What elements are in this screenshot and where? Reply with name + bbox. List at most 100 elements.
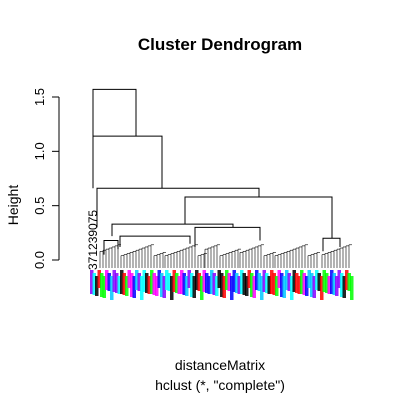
- leaf-label-mark: [347, 273, 351, 291]
- leaf-label-mark: [240, 270, 244, 294]
- leaf-label-mark: [312, 276, 316, 298]
- dendrogram-link: [96, 187, 260, 228]
- leaf-label-mark: [182, 273, 186, 295]
- leaf-label-mark: [175, 273, 179, 293]
- leaf-label-mark: [317, 273, 321, 291]
- leaf-label-mark: [332, 273, 336, 295]
- leaf-label-mark: [187, 270, 191, 288]
- leaf-label-mark: [222, 276, 226, 298]
- leaf-label-mark: [107, 273, 111, 291]
- leaf-label-mark: [285, 270, 289, 290]
- leaf-label-mark: [315, 270, 319, 290]
- leaf-label-mark: [157, 270, 161, 288]
- leaf-label-mark: [330, 270, 334, 294]
- leaf-label-mark: [337, 270, 341, 288]
- leaf-label-mark: [242, 273, 246, 295]
- leaf-label-mark: [270, 270, 274, 294]
- leaf-label-mark: [287, 273, 291, 291]
- leaf-label-mark: [252, 276, 256, 298]
- leaf-label-mark: [265, 273, 269, 293]
- leaf-label-mark: [167, 273, 171, 291]
- leaf-label-mark: [140, 276, 144, 300]
- leaf-label-mark: [302, 273, 306, 295]
- leaf-label-mark: [132, 276, 136, 298]
- leaf-label-mark: [142, 270, 146, 292]
- leaf-label-mark: [310, 273, 314, 297]
- leaf-label-mark: [212, 273, 216, 295]
- y-tick-label: 1.5: [32, 88, 47, 106]
- leaf-label-mark: [135, 270, 139, 290]
- leaf-label-mark: [225, 270, 229, 290]
- y-tick-label: 0.5: [32, 197, 47, 215]
- leaf-label-mark: [322, 270, 326, 292]
- leaf-label-mark: [307, 270, 311, 288]
- leaf-labels: [90, 270, 354, 300]
- y-axis-label: Height: [5, 185, 21, 226]
- dendrogram-tree: [92, 88, 352, 268]
- leaf-label-mark: [237, 276, 241, 294]
- leaf-label-mark: [290, 276, 294, 300]
- leaf-label-mark: [232, 270, 236, 292]
- chart-title: Cluster Dendrogram: [138, 35, 302, 54]
- leaf-label-mark: [272, 273, 276, 295]
- leaf-label-mark: [150, 270, 154, 294]
- leaf-label-mark: [117, 276, 121, 294]
- leaf-label-mark: [192, 276, 196, 298]
- leaf-label-mark: [110, 276, 114, 300]
- leaf-label-mark: [207, 276, 211, 294]
- leaf-label-mark: [90, 270, 94, 294]
- dendrogram-link: [92, 88, 137, 137]
- leaf-label-mark: [112, 270, 116, 292]
- leaf-label-mark: [105, 270, 109, 290]
- leaf-label-mark: [160, 273, 164, 297]
- leaf-label-mark: [345, 270, 349, 290]
- leaf-label-mark: [162, 276, 166, 298]
- leaf-label-mark: [220, 273, 224, 297]
- leaf-label-mark: [190, 273, 194, 297]
- leaf-label-mark: [95, 276, 99, 296]
- y-tick-label: 0.0: [32, 251, 47, 269]
- leaf-label-mark: [127, 270, 131, 288]
- leaf-label-mark: [247, 270, 251, 288]
- leaf-label-mark: [202, 270, 206, 292]
- leaf-label-mark: [172, 270, 176, 292]
- leaf-label-mark: [130, 273, 134, 297]
- leaf-label-mark: [300, 270, 304, 294]
- leaf-label-mark: [155, 276, 159, 296]
- leaf-label-mark: [185, 276, 189, 296]
- leaf-label-mark: [197, 273, 201, 291]
- leaf-label-mark: [250, 273, 254, 297]
- leaf-label-mark: [210, 270, 214, 294]
- leaf-label-mark: [177, 276, 181, 294]
- leaf-label-mark: [195, 270, 199, 290]
- leaf-label-mark: [125, 276, 129, 296]
- dendrogram-link: [184, 196, 333, 239]
- leaf-label-mark: [122, 273, 126, 295]
- leaf-label-mark: [152, 273, 156, 295]
- leaf-label-mark: [115, 273, 119, 293]
- leaf-label-mark: [255, 270, 259, 290]
- leaf-label-mark: [230, 276, 234, 300]
- y-tick-label: 1.0: [32, 142, 47, 160]
- leaf-label-mark: [97, 270, 101, 288]
- leaf-label-mark: [325, 273, 329, 293]
- leaf-label-mark: [267, 276, 271, 294]
- dendrogram-link: [111, 223, 234, 237]
- leaf-label-mark: [277, 270, 281, 288]
- leaf-label-mark: [102, 276, 106, 298]
- leaf-label-mark: [350, 276, 354, 300]
- subtitle: hclust (*, "complete"): [155, 377, 285, 393]
- leaf-label-mark: [295, 273, 299, 293]
- leaf-label-mark: [217, 270, 221, 288]
- y-axis-ticks: 0.0 0.5 1.0 1.5: [32, 88, 59, 269]
- dendrogram-link: [194, 226, 261, 247]
- leaf-label-mark: [292, 270, 296, 292]
- leaf-label-mark: [215, 276, 219, 296]
- leaf-label-mark: [342, 276, 346, 298]
- dendrogram-link: [119, 235, 191, 247]
- leaf-label-mark: [235, 273, 239, 293]
- leaf-label-mark: [180, 270, 184, 294]
- leaf-label-mark: [200, 276, 204, 300]
- leaf-label-mark: [92, 273, 96, 295]
- leaf-label-mark: [335, 276, 339, 296]
